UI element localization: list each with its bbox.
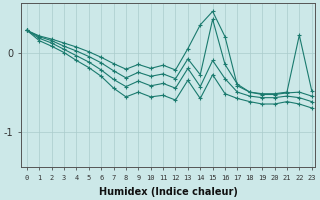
X-axis label: Humidex (Indice chaleur): Humidex (Indice chaleur) xyxy=(99,187,237,197)
